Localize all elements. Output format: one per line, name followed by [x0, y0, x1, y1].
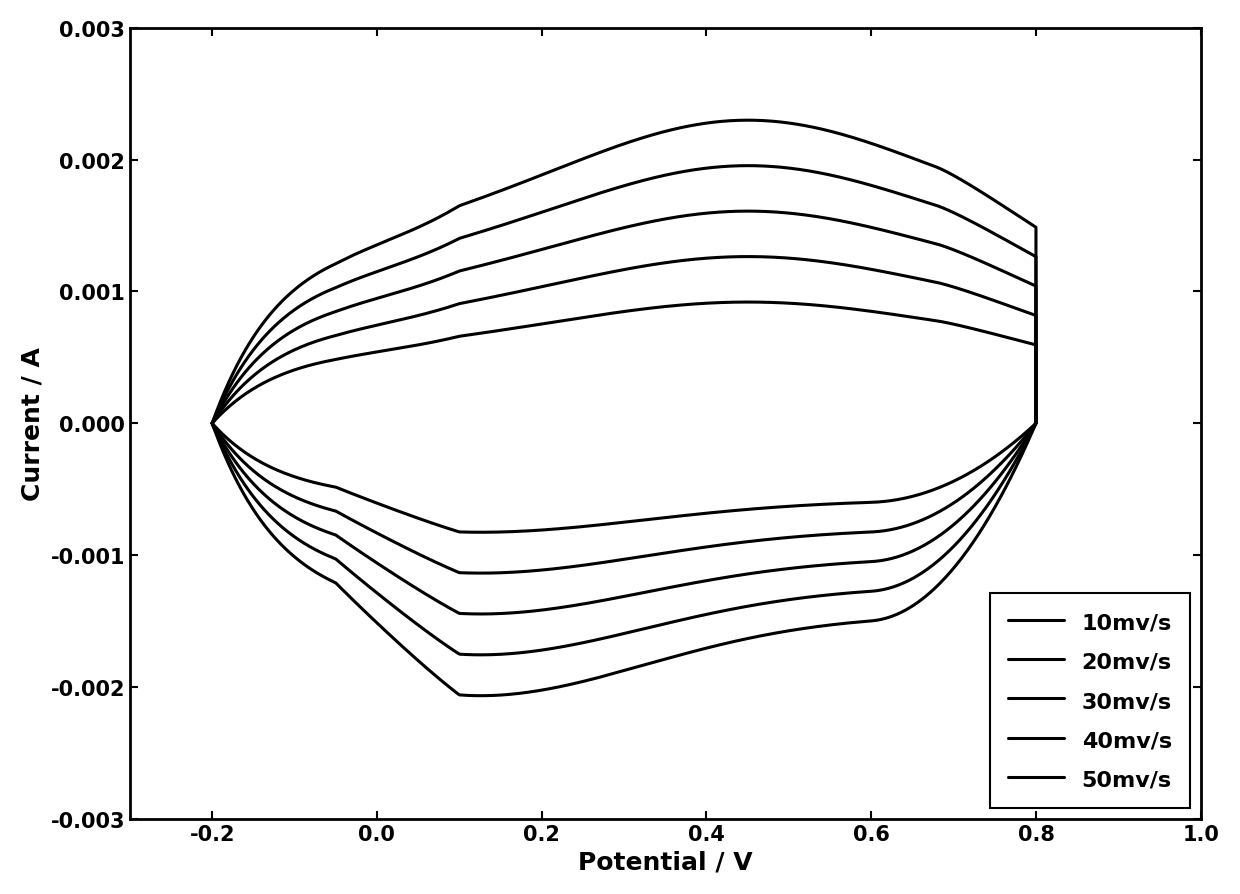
Legend: 10mv/s, 20mv/s, 30mv/s, 40mv/s, 50mv/s: 10mv/s, 20mv/s, 30mv/s, 40mv/s, 50mv/s [991, 594, 1189, 808]
40mv/s [1016, 442, 1030, 452]
Line: 20mv/s: 20mv/s [212, 257, 1035, 573]
30mv/s [472, 609, 487, 620]
40mv/s [205, 418, 219, 429]
40mv/s [874, 184, 889, 195]
20mv/s [874, 266, 889, 277]
10mv/s [756, 503, 771, 514]
30mv/s [756, 567, 771, 578]
10mv/s [472, 527, 487, 538]
20mv/s [756, 535, 771, 545]
Line: 10mv/s: 10mv/s [212, 303, 1035, 533]
40mv/s [331, 556, 346, 567]
20mv/s [742, 252, 756, 263]
10mv/s [742, 298, 756, 308]
40mv/s [205, 418, 219, 429]
30mv/s [331, 532, 346, 543]
50mv/s [331, 581, 346, 592]
X-axis label: Potential / V: Potential / V [578, 849, 753, 873]
50mv/s [472, 690, 487, 701]
50mv/s [205, 418, 219, 429]
10mv/s [1016, 429, 1030, 440]
20mv/s [625, 553, 640, 564]
50mv/s [782, 626, 797, 637]
20mv/s [205, 418, 219, 429]
30mv/s [874, 225, 889, 236]
40mv/s [742, 161, 756, 172]
30mv/s [742, 207, 756, 217]
40mv/s [756, 598, 771, 609]
Line: 40mv/s: 40mv/s [212, 166, 1035, 655]
Line: 30mv/s: 30mv/s [212, 212, 1035, 614]
50mv/s [205, 418, 219, 429]
30mv/s [625, 590, 640, 601]
20mv/s [331, 508, 346, 519]
50mv/s [756, 630, 771, 641]
20mv/s [472, 568, 487, 578]
10mv/s [782, 502, 797, 512]
40mv/s [472, 650, 487, 661]
30mv/s [1016, 438, 1030, 449]
10mv/s [331, 484, 346, 494]
20mv/s [782, 532, 797, 543]
10mv/s [874, 308, 889, 319]
Y-axis label: Current / A: Current / A [21, 347, 45, 501]
50mv/s [1016, 446, 1030, 457]
20mv/s [1016, 434, 1030, 444]
30mv/s [782, 563, 797, 574]
40mv/s [782, 595, 797, 605]
20mv/s [205, 418, 219, 429]
10mv/s [625, 516, 640, 527]
50mv/s [742, 115, 756, 126]
30mv/s [205, 418, 219, 429]
40mv/s [625, 627, 640, 637]
50mv/s [625, 663, 640, 674]
Line: 50mv/s: 50mv/s [212, 121, 1035, 696]
50mv/s [874, 142, 889, 153]
30mv/s [205, 418, 219, 429]
10mv/s [205, 418, 219, 429]
10mv/s [205, 418, 219, 429]
